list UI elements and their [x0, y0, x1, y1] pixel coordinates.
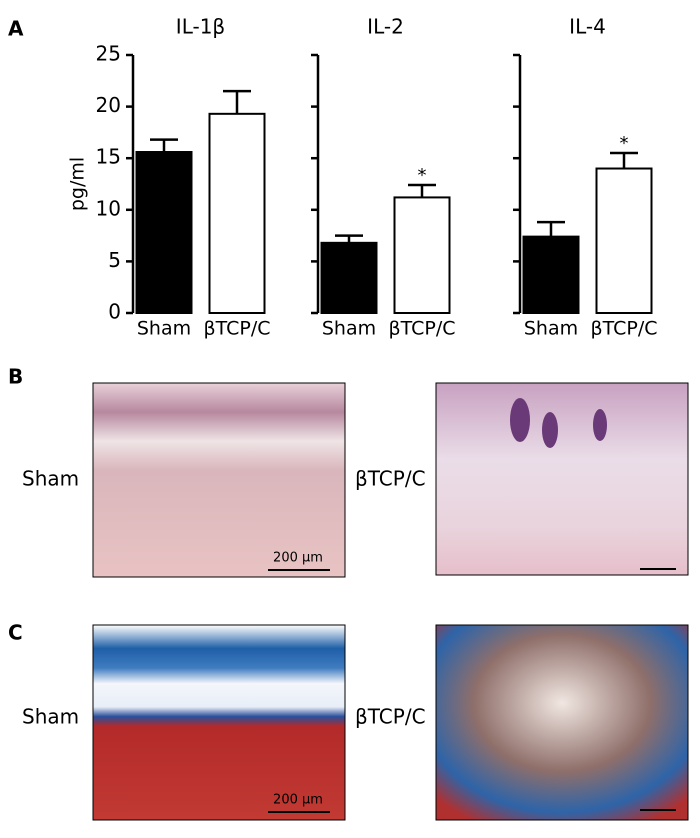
x-tick-label: Sham [322, 318, 376, 340]
bar [135, 151, 193, 314]
image [435, 624, 689, 821]
x-tick-label: Sham [137, 318, 191, 340]
bar [393, 196, 451, 314]
image-detail [510, 398, 530, 442]
panel-label: A [8, 17, 24, 41]
x-tick-label: βTCP/C [388, 318, 455, 340]
panel-label: C [8, 621, 23, 645]
image-label: Sham [22, 705, 79, 729]
histology-b: 200 μm Sham βTCP/C [22, 382, 689, 578]
x-tick-label: βTCP/C [203, 318, 270, 340]
scale-label: 200 μm [273, 551, 323, 566]
bar [320, 241, 378, 315]
panel-label: B [8, 365, 23, 389]
bar [208, 112, 266, 314]
image-detail [593, 409, 607, 441]
chart-title: IL-4 [569, 15, 606, 39]
y-tick-label: 15 [96, 145, 121, 169]
chart-title: IL-2 [367, 15, 404, 39]
annotation: * [418, 165, 427, 186]
x-tick-label: Sham [524, 318, 578, 340]
y-tick-label: 10 [96, 196, 121, 220]
bar [522, 235, 580, 314]
image-label: βTCP/C [355, 705, 426, 729]
y-axis-label: pg/ml [67, 157, 89, 211]
y-tick-label: 20 [96, 93, 121, 117]
image [435, 382, 689, 576]
image-detail [542, 412, 558, 448]
bar [595, 167, 653, 314]
scale-label: 200 μm [273, 793, 323, 808]
y-tick-label: 0 [108, 300, 121, 324]
image [92, 624, 346, 821]
x-tick-label: βTCP/C [590, 318, 657, 340]
y-tick-label: 5 [108, 248, 121, 272]
histology-c: 200 μm Sham βTCP/C [22, 624, 689, 821]
y-tick-label: 25 [96, 42, 121, 66]
image-label: Sham [22, 467, 79, 491]
image [92, 382, 346, 578]
annotation: * [620, 133, 629, 154]
chart-title: IL-1β [176, 15, 225, 39]
image-label: βTCP/C [355, 467, 426, 491]
